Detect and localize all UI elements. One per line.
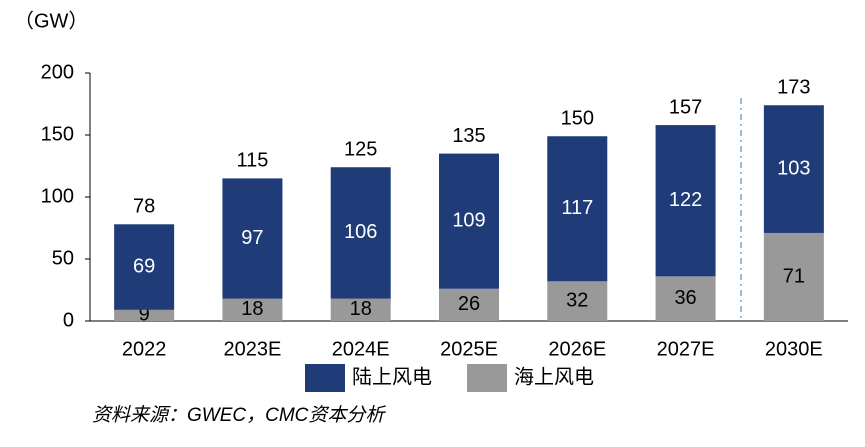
value-label: 122	[669, 189, 702, 211]
total-label: 157	[669, 96, 702, 118]
total-label: 150	[561, 108, 594, 130]
total-label: 173	[777, 77, 810, 99]
bar-segment	[330, 298, 391, 321]
legend-label: 陆上风电	[352, 365, 432, 388]
value-label: 71	[783, 265, 805, 287]
value-label: 103	[777, 157, 810, 179]
x-tick-label: 2023E	[224, 338, 282, 360]
x-tick-label: 2022	[122, 338, 167, 360]
value-label: 97	[241, 227, 263, 249]
total-label: 78	[133, 196, 155, 218]
x-tick-label: 2030E	[765, 338, 823, 360]
legend-swatch	[467, 364, 507, 392]
bar-segment	[439, 153, 499, 289]
bar-segment	[547, 281, 608, 321]
bar-segment	[439, 288, 499, 321]
bar-segment	[330, 167, 391, 299]
bar-segment	[655, 125, 716, 277]
source-note: 资料来源：GWEC，CMC资本分析	[92, 405, 386, 426]
value-label: 106	[344, 221, 377, 243]
x-tick-label: 2025E	[440, 338, 498, 360]
total-label: 125	[344, 139, 377, 161]
bar-segment	[763, 232, 824, 321]
y-tick-label: 50	[52, 247, 74, 269]
total-label: 135	[452, 125, 485, 147]
value-label: 117	[561, 197, 593, 219]
x-tick-label: 2026E	[548, 338, 606, 360]
legend-label: 海上风电	[514, 365, 594, 388]
value-label: 36	[674, 287, 696, 309]
value-label: 26	[458, 293, 480, 315]
value-label: 32	[566, 289, 588, 311]
y-tick-label: 0	[63, 309, 74, 331]
value-label: 18	[241, 298, 263, 320]
unit-label: （GW）	[14, 9, 88, 32]
bar-segment	[222, 298, 283, 321]
x-tick-label: 2027E	[657, 338, 715, 360]
x-tick-label: 2024E	[332, 338, 390, 360]
bar-segment	[547, 136, 608, 282]
bar-segment	[655, 276, 716, 321]
total-label: 115	[236, 150, 268, 172]
value-label: 9	[139, 304, 150, 326]
value-label: 109	[452, 209, 485, 231]
value-label: 69	[133, 255, 155, 277]
bar-segment	[222, 178, 283, 299]
legend-swatch	[305, 364, 345, 392]
y-tick-label: 150	[41, 123, 74, 145]
bar-segment	[763, 105, 824, 233]
value-label: 18	[350, 298, 372, 320]
y-tick-label: 200	[41, 61, 74, 83]
bar-segment	[114, 224, 175, 310]
bar-segment	[114, 309, 175, 321]
y-tick-label: 100	[41, 185, 74, 207]
